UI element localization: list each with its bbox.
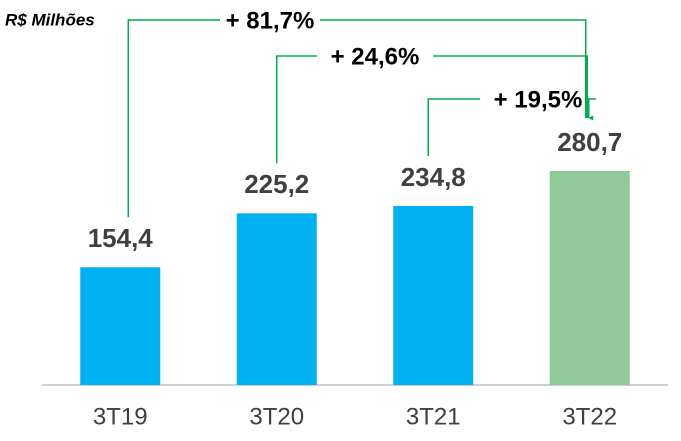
bar: [80, 267, 161, 385]
connector: [320, 19, 587, 118]
connector: [276, 55, 317, 164]
growth-label: + 24,6%: [331, 43, 420, 70]
growth-label: + 81,7%: [226, 7, 315, 34]
connector: [127, 19, 220, 218]
value-label: 280,7: [557, 127, 622, 157]
x-tick-label: 3T19: [93, 403, 148, 430]
growth-label: + 19,5%: [494, 86, 583, 113]
value-label: 154,4: [88, 223, 154, 253]
bar: [393, 205, 474, 385]
x-tick-label: 3T20: [249, 403, 304, 430]
connector: [588, 98, 596, 121]
subtitle: R$ Milhões: [5, 10, 95, 29]
bar: [549, 171, 630, 385]
connector: [433, 55, 588, 118]
value-label: 234,8: [401, 162, 466, 192]
x-tick-label: 3T21: [406, 403, 461, 430]
connector: [427, 98, 480, 156]
bar: [236, 213, 317, 385]
value-label: 225,2: [244, 169, 309, 199]
x-tick-label: 3T22: [562, 403, 617, 430]
